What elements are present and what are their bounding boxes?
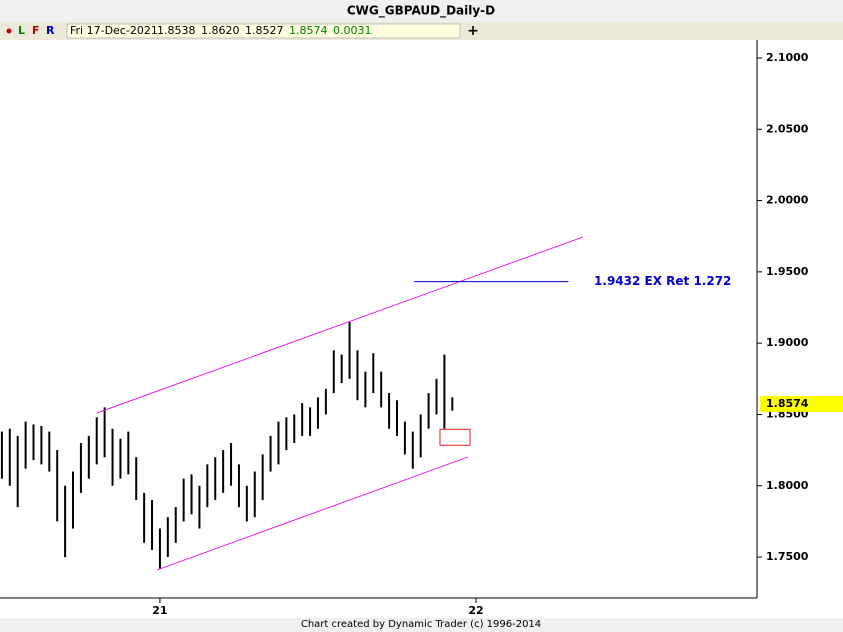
readout-change: 0.0031: [333, 24, 372, 37]
target-box: [439, 428, 471, 446]
y-tick-label: 1.7500: [766, 550, 809, 563]
readout-open: 1.8538: [157, 24, 196, 37]
toolbar-dot[interactable]: [6, 28, 12, 34]
last-price-label: 1.8574: [766, 397, 809, 410]
x-tick-label: 21: [152, 604, 167, 617]
footer: Chart created by Dynamic Trader (c) 1996…: [301, 619, 541, 630]
y-tick-label: 1.8000: [766, 479, 809, 492]
readout-low: 1.8527: [245, 24, 284, 37]
toolbar-button[interactable]: F: [32, 24, 40, 37]
readout-close: 1.8574: [289, 24, 328, 37]
y-tick-label: 2.1000: [766, 51, 809, 64]
channel-line: [156, 456, 469, 571]
y-tick-label: 1.9500: [766, 265, 809, 278]
x-tick-label: 22: [468, 604, 483, 617]
last-price-marker: [760, 395, 843, 412]
toolbar-button[interactable]: L: [18, 24, 25, 37]
readout-box: [66, 23, 461, 39]
toolbar-button[interactable]: R: [46, 24, 55, 37]
y-tick-label: 2.0500: [766, 122, 809, 135]
channel-line: [96, 236, 584, 414]
target-label: 1.9432 EX Ret 1.272: [594, 274, 731, 288]
readout-high: 1.8620: [201, 24, 240, 37]
readout-date: Fri 17-Dec-2021: [70, 24, 158, 37]
plot-area: [0, 40, 843, 618]
add-button[interactable]: +: [467, 23, 479, 39]
chart-title: CWG_GBPAUD_Daily-D: [347, 4, 495, 19]
y-tick-label: 2.0000: [766, 194, 809, 207]
y-tick-label: 1.9000: [766, 336, 809, 349]
